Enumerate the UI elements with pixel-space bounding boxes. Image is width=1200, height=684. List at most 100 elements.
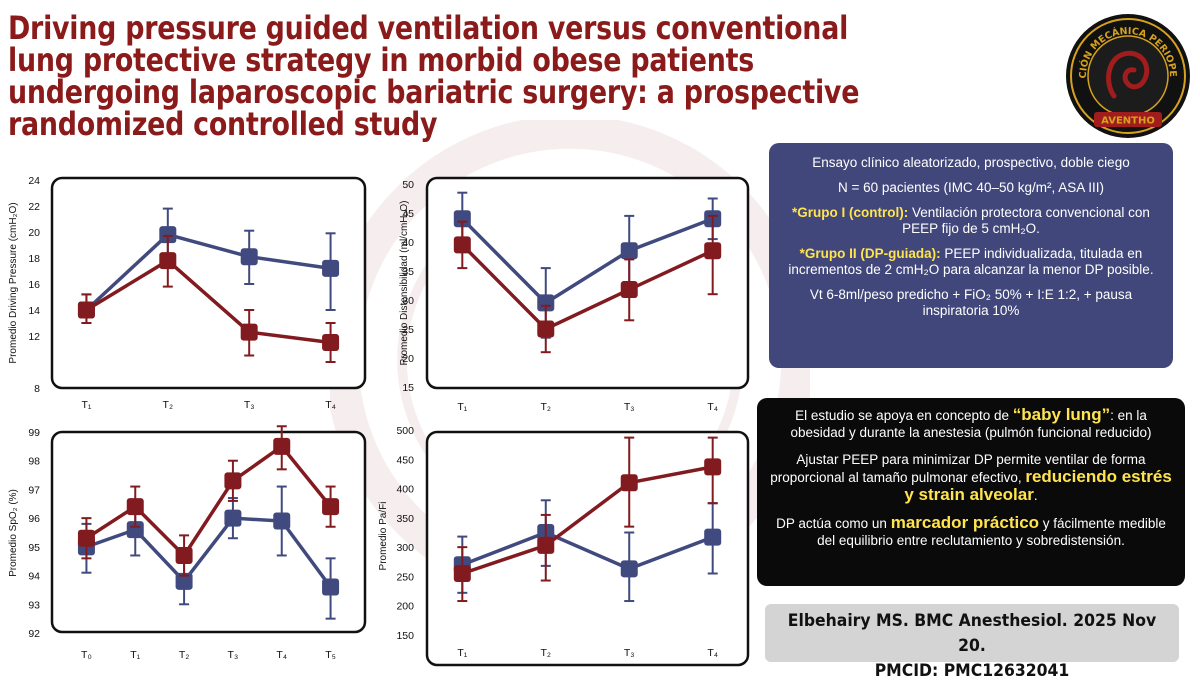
series-2-point: [77, 301, 95, 319]
series-1-point: [224, 509, 242, 527]
charts-area: 8 12 14 16 18 20 22 24 T₁ T₂ T₃ T₄ Promedio Driving …: [8, 175, 750, 667]
y-axis-label: Promedio Pa/Fi: [378, 502, 389, 571]
x-tick-label: T₄: [325, 399, 336, 411]
x-tick-label: T₃: [624, 401, 635, 413]
y-tick-label: 12: [28, 331, 40, 343]
series-1-point: [322, 578, 340, 596]
y-tick-label: 250: [396, 571, 414, 583]
study-design-text: Ensayo clínico aleatorizado, prospectivo…: [812, 155, 1130, 170]
series-1-point: [159, 226, 177, 244]
chart-frame: [50, 430, 367, 634]
y-tick-label: 24: [28, 175, 40, 187]
series-1-point: [620, 560, 638, 578]
study-info-box: Ensayo clínico aleatorizado, prospectivo…: [769, 143, 1173, 368]
concept-box: El estudio se apoya en concepto de “baby…: [757, 398, 1185, 586]
series-2-point: [537, 320, 555, 338]
series-1-line: [85, 232, 331, 312]
baby-lung-post: : en la obesidad y durante la anestesia …: [790, 408, 1152, 440]
series-1-point: [620, 242, 638, 260]
y-axis-label: Promedio SpO₂ (%): [8, 489, 19, 577]
x-tick-label: T₂: [541, 647, 552, 659]
x-tick-label: T₄: [707, 401, 718, 413]
x-tick-label: T₁: [130, 649, 140, 661]
baby-lung-pre: El estudio se apoya en concepto de: [795, 408, 1013, 423]
y-tick-label: 97: [28, 484, 40, 496]
series-2-point: [175, 546, 193, 564]
y-tick-label: 450: [396, 454, 414, 466]
peep-post: .: [1033, 488, 1038, 503]
y-tick-label: 35: [402, 266, 414, 278]
dp-marker-paragraph: DP actúa como un marcador práctico y fác…: [769, 514, 1173, 549]
series-2-point: [453, 236, 471, 254]
series-2-point: [620, 474, 638, 492]
x-tick-label: T₁: [457, 647, 467, 659]
x-tick-label: T₀: [81, 649, 92, 661]
citation-reference: Elbehairy MS. BMC Anesthesiol. 2025 Nov …: [787, 611, 1157, 656]
group2-text: *Grupo II (DP-guiada): PEEP individualiz…: [785, 246, 1157, 278]
y-tick-label: 400: [396, 484, 414, 496]
series-1-point: [126, 521, 144, 539]
x-tick-label: T₂: [541, 401, 552, 413]
x-tick-label: T₃: [228, 649, 239, 661]
series-2-point: [322, 498, 340, 516]
peep-paragraph: Ajustar PEEP para minimizar DP permite v…: [769, 451, 1173, 504]
x-tick-label: T₁: [457, 401, 467, 413]
group1-description: Ventilación protectora convencional con …: [902, 205, 1150, 236]
y-tick-label: 200: [396, 601, 414, 613]
y-tick-label: 350: [396, 513, 414, 525]
y-tick-label: 96: [28, 513, 40, 525]
baby-lung-highlight: “baby lung”: [1012, 405, 1111, 424]
y-tick-label: 25: [402, 324, 414, 336]
series-1-point: [273, 512, 291, 530]
group2-description: PEEP individualizada, titulada en increm…: [788, 246, 1154, 277]
y-tick-label: 94: [28, 571, 40, 583]
series-1-point: [537, 294, 555, 312]
series-2-point: [537, 536, 555, 554]
peep-pre: Ajustar PEEP para minimizar DP permite v…: [770, 452, 1146, 485]
dp-marker-pre: DP actúa como un: [776, 516, 891, 531]
series-2-line: [461, 243, 714, 332]
series-1-point: [453, 210, 471, 228]
y-tick-label: 98: [28, 456, 40, 468]
y-tick-label: 99: [28, 427, 40, 439]
series-2-point: [620, 281, 638, 299]
y-tick-label: 500: [396, 425, 414, 437]
series-1-point: [322, 259, 340, 277]
series-2-point: [224, 472, 242, 490]
series-1-point: [175, 572, 193, 590]
y-axis-label: Promedio Distensibilidad (ml/cmH₂O): [399, 200, 410, 365]
series-2-point: [273, 437, 291, 455]
series-1-point: [240, 248, 258, 266]
logo-bottom-text: AVENTHO: [1101, 116, 1155, 127]
citation-box: Elbehairy MS. BMC Anesthesiol. 2025 Nov …: [765, 604, 1179, 681]
y-tick-label: 16: [28, 279, 40, 291]
ventilation-settings-text: Vt 6-8ml/peso predicho + FiO₂ 50% + I:E …: [809, 287, 1133, 318]
citation-pmcid: PMCID: PMC12632041: [874, 661, 1070, 681]
series-1-line: [461, 217, 714, 306]
series-2-point: [77, 529, 95, 547]
logo: VENTILACIÓN MECÁNICA PERIOPERATORIA AVEN…: [1064, 12, 1190, 138]
series-2-point: [704, 458, 722, 476]
chart-frame: [425, 430, 750, 667]
x-tick-label: T₃: [244, 399, 255, 411]
x-tick-label: T₂: [179, 649, 190, 661]
dp-marker-post: y fácilmente medible del equilibrio entr…: [817, 516, 1166, 548]
series-2-line: [85, 258, 331, 345]
series-2-point: [159, 252, 177, 270]
series-2-line: [461, 465, 714, 576]
peep-highlight: reduciendo estrés y strain alveolar: [904, 467, 1172, 504]
series-2-point: [453, 565, 471, 582]
y-tick-label: 50: [402, 179, 414, 191]
sample-size-text: N = 60 pacientes (IMC 40–50 kg/m², ASA I…: [838, 180, 1104, 195]
x-tick-label: T₄: [707, 647, 718, 659]
x-tick-label: T₄: [276, 649, 287, 661]
y-tick-label: 20: [28, 227, 40, 239]
y-tick-label: 300: [396, 542, 414, 554]
y-tick-label: 15: [402, 382, 414, 394]
y-tick-label: 93: [28, 599, 40, 611]
x-tick-label: T₁: [81, 399, 91, 411]
y-tick-label: 150: [396, 630, 414, 642]
y-tick-label: 18: [28, 253, 40, 265]
y-axis-label: Promedio Driving Pressure (cmH₂O): [8, 202, 19, 363]
group2-label: *Grupo II (DP-guiada):: [799, 246, 941, 261]
